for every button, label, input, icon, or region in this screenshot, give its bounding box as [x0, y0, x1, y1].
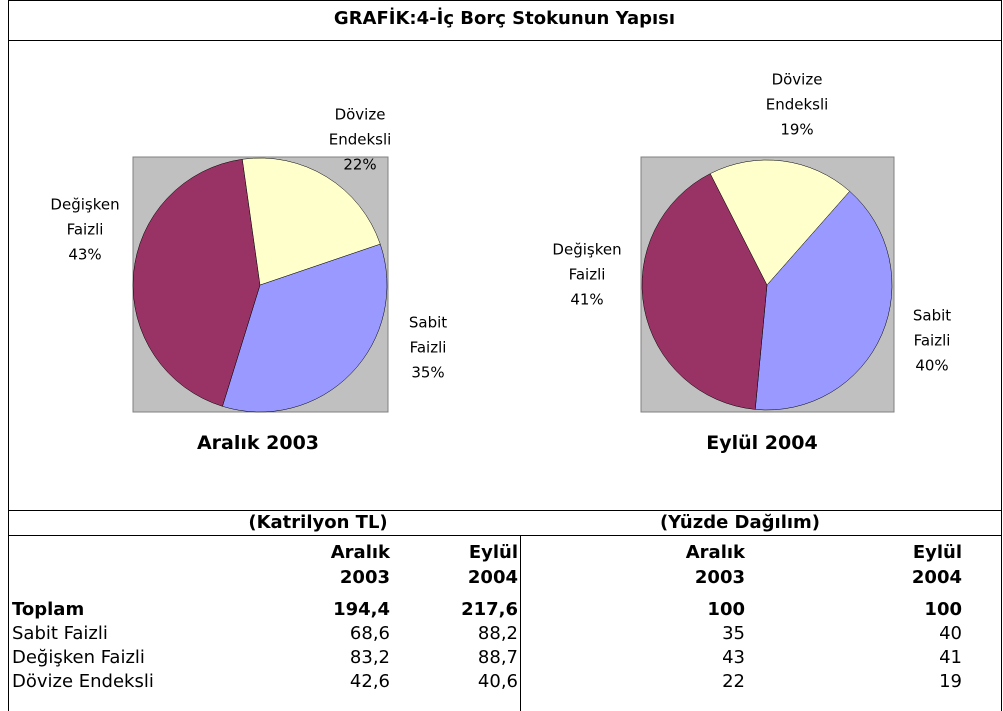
slice-category: Sabit Faizli: [408, 313, 448, 357]
table-cell: 100: [924, 599, 962, 620]
column-header: Eylül 2004: [911, 542, 962, 588]
border: [1001, 0, 1002, 711]
table-cell: 83,2: [349, 647, 390, 668]
table-cell: 40,6: [477, 671, 518, 692]
slice-value: 19%: [780, 120, 814, 139]
slice-label: Dövize Endeksli 19%: [766, 68, 829, 143]
slice-value: 40%: [915, 356, 949, 375]
slice-category: Değişken Faizli: [552, 240, 622, 284]
table-cell: 68,6: [349, 623, 390, 644]
page-title: GRAFİK:4-İç Borç Stokunun Yapısı: [333, 8, 676, 29]
slice-value: 35%: [411, 363, 445, 382]
border: [8, 535, 1001, 536]
slice-value: 43%: [68, 245, 102, 264]
slice-label: Değişken Faizli 43%: [50, 193, 119, 268]
border: [8, 0, 1001, 1]
row-label: Toplam: [12, 599, 85, 620]
slice-value: 22%: [343, 155, 377, 174]
row-label: Değişken Faizli: [12, 647, 145, 668]
table-cell: 88,2: [477, 623, 518, 644]
pie-slice: [132, 158, 261, 407]
slice-category: Değişken Faizli: [50, 195, 120, 239]
group-header: (Katrilyon TL): [248, 512, 388, 533]
table-cell: 40: [939, 623, 962, 644]
slice-label: Değişken Faizli 41%: [552, 238, 621, 313]
table-cell: 22: [722, 671, 745, 692]
pie-slice: [754, 190, 893, 411]
border: [8, 0, 9, 711]
slice-label: Dövize Endeksli 22%: [329, 103, 392, 178]
table-cell: 42,6: [349, 671, 390, 692]
row-label: Dövize Endeksli: [12, 671, 154, 692]
slice-category: Dövize Endeksli: [765, 70, 829, 114]
table-cell: 19: [939, 671, 962, 692]
table-cell: 41: [939, 647, 962, 668]
slice-value: 41%: [570, 290, 604, 309]
slice-label: Sabit Faizli 35%: [409, 311, 447, 386]
table-cell: 43: [722, 647, 745, 668]
border: [8, 40, 1001, 41]
pie-slice: [222, 243, 388, 413]
table-cell: 100: [707, 599, 745, 620]
slice-category: Dövize Endeksli: [328, 105, 392, 149]
table-cell: 35: [722, 623, 745, 644]
pie-title: Aralık 2003: [196, 432, 320, 454]
slice-category: Sabit Faizli: [912, 306, 952, 350]
row-label: Sabit Faizli: [12, 623, 108, 644]
column-header: Aralık 2003: [330, 542, 390, 588]
table-cell: 88,7: [477, 647, 518, 668]
column-header: Aralık 2003: [685, 542, 745, 588]
table-cell: 217,6: [461, 599, 518, 620]
pie-title: Eylül 2004: [706, 432, 818, 454]
pie-slice: [242, 157, 381, 286]
pie-slice: [709, 159, 851, 286]
table-cell: 194,4: [333, 599, 390, 620]
border: [8, 510, 1001, 511]
border: [520, 535, 521, 711]
pie-slice: [641, 173, 768, 410]
group-header: (Yüzde Dağılım): [659, 512, 821, 533]
column-header: Eylül 2004: [467, 542, 518, 588]
slice-label: Sabit Faizli 40%: [913, 304, 951, 379]
